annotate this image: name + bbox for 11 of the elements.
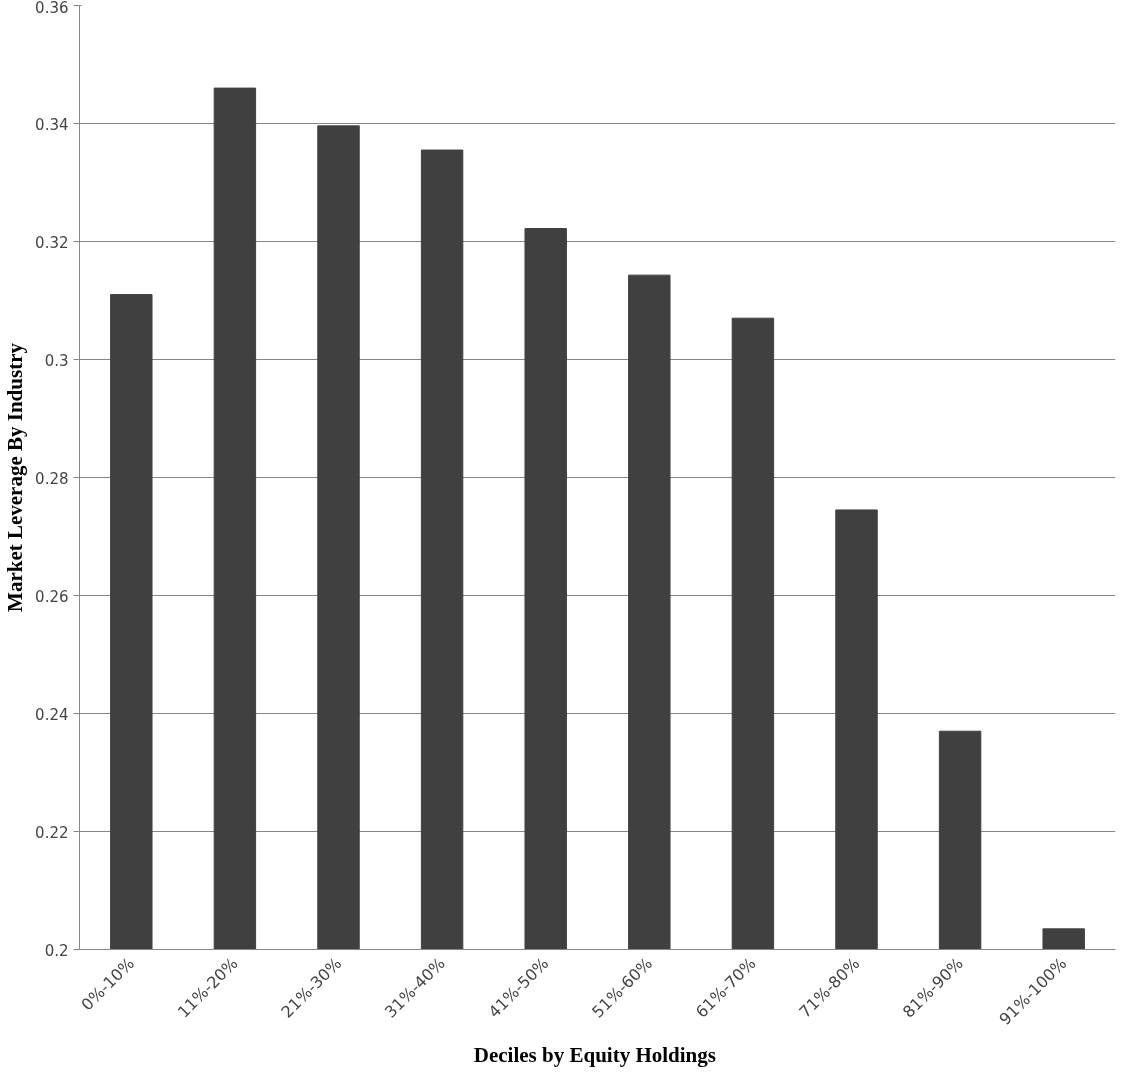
y-axis-title: Market Leverage By Industry <box>3 342 28 612</box>
x-axis-title: Deciles by Equity Holdings <box>473 1043 716 1068</box>
y-tick-label: 0.26 <box>35 587 69 606</box>
y-tick-label: 0.2 <box>44 941 69 960</box>
y-tick-label: 0.28 <box>35 469 69 488</box>
y-tick-label: 0.22 <box>35 823 69 842</box>
y-tick-label: 0.36 <box>35 0 69 17</box>
y-tick-label: 0.32 <box>35 233 69 252</box>
y-tick-label: 0.24 <box>35 705 69 724</box>
y-tick-label: 0.3 <box>44 351 69 370</box>
y-tick-label: 0.34 <box>35 115 69 134</box>
